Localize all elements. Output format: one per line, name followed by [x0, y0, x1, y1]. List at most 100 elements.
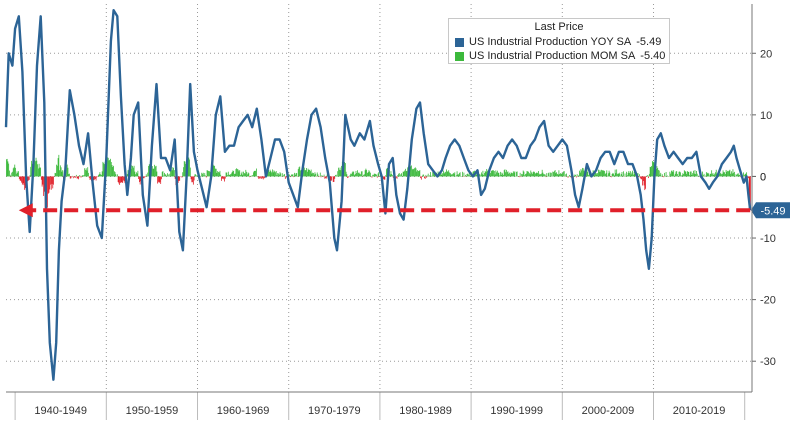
mom-bar	[223, 176, 224, 178]
mom-bar	[470, 176, 471, 177]
mom-bar	[67, 165, 68, 177]
mom-bar	[8, 164, 9, 177]
mom-bar	[183, 167, 184, 176]
mom-bar	[540, 174, 541, 176]
mom-bar	[7, 159, 8, 177]
mom-bar	[354, 175, 355, 177]
mom-bar	[166, 176, 167, 177]
mom-bar	[520, 173, 521, 177]
mom-bar	[419, 171, 420, 176]
mom-bar	[493, 170, 494, 176]
mom-bar	[385, 175, 386, 176]
mom-bar	[446, 169, 447, 176]
mom-bar	[24, 176, 25, 189]
mom-bar	[71, 176, 72, 178]
mom-bar	[391, 171, 392, 176]
mom-bar	[736, 175, 737, 177]
mom-bar	[733, 173, 734, 177]
mom-bar	[219, 172, 220, 176]
mom-bar	[599, 172, 600, 177]
mom-bar	[533, 172, 534, 176]
mom-bar	[205, 175, 206, 176]
mom-bar	[577, 174, 578, 176]
mom-bar	[80, 176, 81, 177]
mom-bar	[153, 169, 154, 177]
mom-bar	[21, 176, 22, 182]
mom-bar	[570, 176, 571, 177]
mom-bar	[75, 176, 76, 177]
mom-bar	[197, 175, 198, 176]
mom-bar	[299, 167, 300, 176]
mom-bar	[600, 170, 601, 177]
mom-bar	[307, 172, 308, 177]
mom-bar	[83, 176, 84, 177]
mom-bar	[250, 176, 251, 177]
mom-bar	[61, 172, 62, 177]
mom-bar	[359, 174, 360, 177]
mom-bar	[315, 174, 316, 177]
mom-bar	[269, 172, 270, 177]
mom-bar	[227, 175, 228, 176]
mom-bar	[244, 173, 245, 176]
mom-bar	[368, 172, 369, 176]
mom-bar	[748, 176, 749, 178]
mom-bar	[74, 176, 75, 177]
x-tick-label: 1950-1959	[126, 405, 179, 417]
mom-bar	[172, 170, 173, 176]
mom-bar	[444, 173, 445, 176]
mom-bar	[552, 172, 553, 177]
mom-bar	[676, 171, 677, 176]
mom-bar	[710, 174, 711, 177]
mom-bar	[190, 168, 191, 177]
mom-bar	[692, 175, 693, 177]
mom-bar	[311, 170, 312, 177]
mom-bar	[460, 172, 461, 176]
mom-bar	[36, 161, 37, 177]
legend-title: Last Price	[455, 21, 663, 33]
mom-bar	[191, 176, 192, 182]
mom-bar	[273, 172, 274, 176]
mom-bar	[497, 171, 498, 177]
mom-bar	[366, 170, 367, 177]
mom-bar	[49, 176, 50, 192]
mom-bar	[30, 167, 31, 177]
mom-bar	[713, 175, 714, 177]
mom-bar	[118, 176, 119, 182]
mom-bar	[534, 172, 535, 176]
mom-bar	[378, 172, 379, 176]
mom-bar	[411, 165, 412, 176]
mom-bar	[90, 176, 91, 179]
mom-bar	[484, 173, 485, 176]
mom-bar	[241, 173, 242, 176]
mom-bar	[453, 173, 454, 177]
mom-bar	[94, 176, 95, 179]
mom-bar	[539, 174, 540, 177]
mom-bar	[416, 171, 417, 176]
mom-bar	[606, 170, 607, 176]
mom-bar	[565, 174, 566, 176]
mom-bar	[413, 169, 414, 177]
mom-bar	[582, 168, 583, 177]
mom-bar	[153, 169, 154, 177]
mom-bar	[537, 173, 538, 176]
mom-bar	[625, 174, 626, 177]
mom-bar	[494, 171, 495, 176]
mom-bar	[448, 170, 449, 176]
mom-bar	[663, 176, 664, 177]
mom-bar	[644, 176, 645, 185]
mom-bar	[270, 171, 271, 176]
mom-bar	[156, 166, 157, 177]
mom-bar	[597, 174, 598, 176]
mom-bar	[85, 170, 86, 177]
mom-bar	[509, 173, 510, 177]
mom-bar	[208, 171, 209, 176]
x-tick-label: 2010-2019	[673, 405, 726, 417]
mom-bar	[261, 176, 262, 177]
mom-bar	[313, 173, 314, 176]
mom-bar	[465, 175, 466, 177]
mom-bar	[84, 175, 85, 176]
mom-bar	[209, 171, 210, 176]
mom-bar	[350, 175, 351, 176]
mom-bar	[712, 173, 713, 176]
mom-bar	[398, 174, 399, 177]
